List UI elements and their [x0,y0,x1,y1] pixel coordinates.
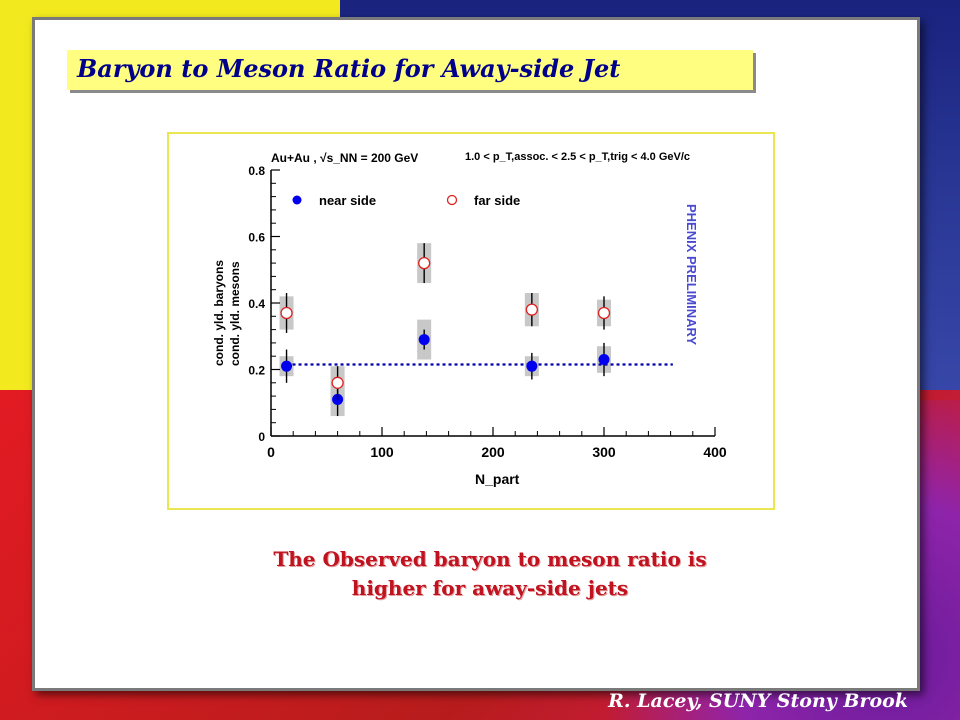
watermark: PHENIX PRELIMINARY [684,204,699,345]
near-side-point [281,360,293,372]
y-tick-label: 0.6 [248,231,265,245]
y-tick-label: 0.2 [248,364,265,378]
near-side-point [598,354,610,366]
legend-marker-near-side [292,195,302,205]
x-axis-label: N_part [475,471,520,487]
far-side-point [597,306,611,320]
x-tick-label: 0 [267,444,275,460]
y-tick-label: 0.4 [248,297,265,311]
near-side-point [418,334,430,346]
chart-svg: 0 100 200 300 400 0 0.2 0.4 0.6 0.8 Au+Au , √s_NN… [212,151,727,487]
header-left: Au+Au , √s_NN = 200 GeV [271,151,418,165]
x-tick-label: 100 [370,444,394,460]
slide-caption: The Observed baryon to meson ratio is hi… [210,545,770,603]
far-side-point [331,376,344,389]
legend-label: far side [474,193,520,208]
caption-line-2: higher for away-side jets [351,576,629,600]
far-side-point [525,303,539,316]
y-tick-label: 0.8 [248,164,265,178]
legend-marker-far-side [446,194,458,206]
x-tick-label: 400 [703,444,727,460]
chart-panel: 0 100 200 300 400 0 0.2 0.4 0.6 0.8 Au+Au , √s_NN… [167,132,775,510]
caption-line-1: The Observed baryon to meson ratio is [273,547,707,571]
slide-title: Baryon to Meson Ratio for Away-side Jet [77,54,621,83]
y-tick-label: 0 [258,430,265,444]
far-side-point [418,256,431,270]
x-tick-label: 300 [592,444,616,460]
header-right: 1.0 < p_T,assoc. < 2.5 < p_T,trig < 4.0 … [465,151,690,163]
y-axis-label-bottom: cond. yld. mesons [228,261,242,366]
x-tick-label: 200 [481,444,505,460]
legend-label: near side [319,193,376,208]
near-side-point [526,360,538,372]
far-side-point [280,306,293,320]
author-credit: R. Lacey, SUNY Stony Brook [608,690,908,712]
slide-title-box: Baryon to Meson Ratio for Away-side Jet [67,50,753,90]
y-axis-label-top: cond. yld. baryons [212,260,226,366]
